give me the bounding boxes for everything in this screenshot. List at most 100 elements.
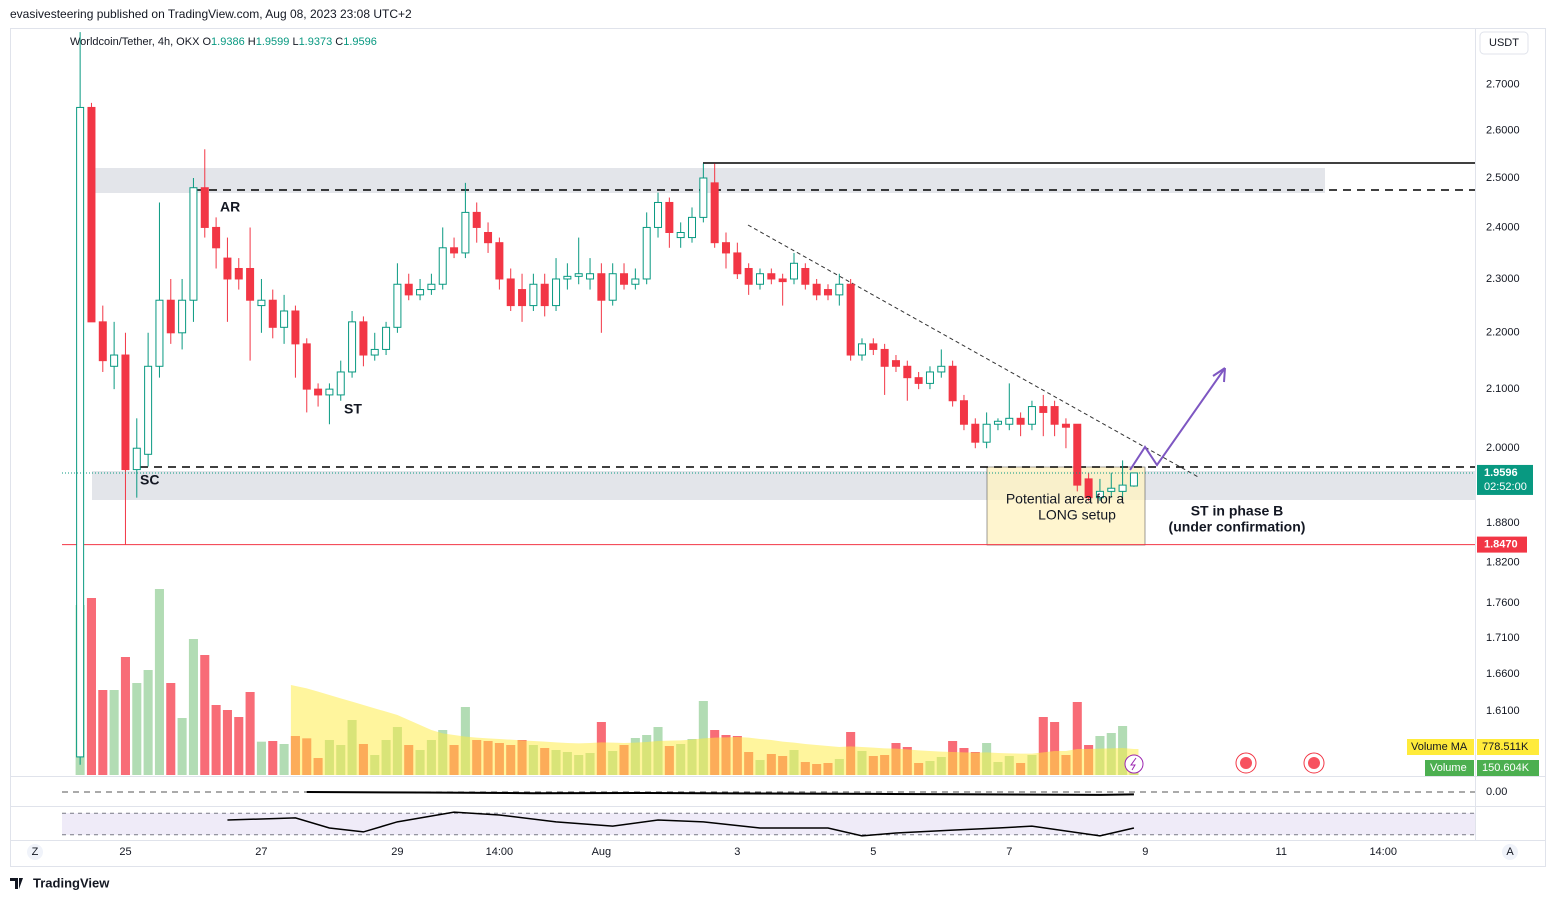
candle-body [336, 371, 345, 396]
x-tick-label: 29 [391, 846, 403, 858]
frame [10, 28, 1546, 867]
event-icon[interactable] [1124, 754, 1144, 774]
volume-bar [109, 690, 119, 775]
candle-body [982, 423, 991, 443]
candle-body [110, 354, 119, 367]
support-label-box [1477, 536, 1527, 553]
volume-name: Volume [1430, 762, 1467, 774]
candle-body [472, 211, 481, 228]
y-tick-label: 2.0000 [1486, 442, 1520, 454]
candle-body [1118, 484, 1127, 492]
candle-body [1084, 478, 1093, 499]
candle-body [688, 216, 697, 239]
y-tick-label: 2.6000 [1486, 124, 1520, 136]
currency[interactable]: USDT [1489, 37, 1519, 49]
candle-body [1129, 472, 1138, 487]
y-tick-label: 2.1000 [1486, 383, 1520, 395]
volume-bar [1050, 722, 1060, 775]
y-tick-label: 2.7000 [1486, 79, 1520, 91]
candle-body [959, 400, 968, 425]
x-tick-label: 7 [1006, 846, 1012, 858]
annotation: ST [344, 401, 362, 417]
button-label[interactable]: Z [32, 846, 39, 858]
candle-body [212, 226, 221, 249]
candle-body [642, 226, 651, 280]
candle-body [540, 283, 549, 307]
annotation: AR [220, 199, 240, 215]
volume-bar [1038, 717, 1048, 775]
candle-body [529, 283, 538, 307]
candle-body [789, 262, 798, 280]
candle-body [914, 377, 923, 384]
candle-body [223, 257, 232, 280]
event-icon-glyph [1240, 757, 1252, 769]
candle-body [778, 278, 787, 283]
candle-body [189, 187, 198, 301]
candle-body [98, 321, 107, 362]
candle-body [76, 106, 85, 758]
candle-body [903, 365, 912, 379]
volume-bar [120, 657, 130, 775]
y-tick-label: 1.8800 [1486, 517, 1520, 529]
volume-value: 150.604K [1482, 762, 1530, 774]
candle-body [767, 273, 776, 280]
volume-bar [200, 655, 210, 775]
ma-name-box [1407, 739, 1474, 755]
candle-body [438, 247, 447, 285]
last-price-box [1477, 464, 1533, 495]
candle-body [291, 310, 300, 345]
x-tick-label: 5 [870, 846, 876, 858]
y-tick-label: 2.2000 [1486, 327, 1520, 339]
candle-body [948, 365, 957, 402]
ma-name: Volume MA [1411, 741, 1468, 753]
candle-body [450, 247, 459, 254]
candle-body [518, 289, 527, 307]
candle-body [178, 299, 187, 334]
candle-body [166, 299, 175, 334]
volume-bar [177, 718, 187, 775]
legend-ohlc: Worldcoin/Tether, 4h, OKX O1.9386 H1.959… [70, 36, 377, 48]
oscillator-band [62, 813, 1475, 835]
volume-bar [211, 705, 221, 775]
candle-body [835, 283, 844, 296]
y-tick-label: 1.7100 [1486, 632, 1520, 644]
button[interactable] [1502, 844, 1518, 860]
candle-body [268, 299, 277, 328]
y-tick-label: 2.4000 [1486, 221, 1520, 233]
annotation: LONG setup [1038, 507, 1116, 523]
volume-value-box [1477, 760, 1539, 776]
button[interactable] [27, 844, 43, 860]
candle-body [993, 420, 1002, 425]
volume-bar [143, 670, 153, 775]
volume-name-box [1425, 760, 1474, 776]
candle-body [597, 273, 606, 301]
x-tick-label: 9 [1142, 846, 1148, 858]
volume-bar [234, 717, 244, 775]
brand-logo [10, 878, 23, 889]
volume-bar [256, 741, 266, 775]
candle-body [257, 299, 266, 307]
ma-value: 778.511K [1482, 741, 1529, 753]
volume-bar [154, 589, 164, 775]
projection-arrow [1129, 367, 1226, 471]
annotation: ST in phase B [1191, 503, 1284, 519]
candle-body [393, 283, 402, 328]
momentum-line [306, 791, 1134, 796]
ohlc-label: H [248, 36, 256, 48]
candle-body [1061, 423, 1070, 428]
candle-body [506, 278, 515, 307]
volume-bar [279, 744, 289, 775]
annotation: SC [140, 472, 159, 488]
ma-value-box [1477, 739, 1539, 755]
support-label: 1.8470 [1484, 539, 1518, 551]
button-label[interactable]: A [1506, 846, 1514, 858]
candle-body [971, 423, 980, 443]
volume-bar [222, 710, 232, 775]
candle-body [937, 365, 946, 373]
oscillator-line [227, 811, 1135, 837]
currency-button[interactable] [1479, 31, 1529, 55]
y-tick-label: 1.8200 [1486, 556, 1520, 568]
x-tick-label: 14:00 [1369, 846, 1397, 858]
candle-body [869, 343, 878, 350]
candle-body [699, 177, 708, 218]
